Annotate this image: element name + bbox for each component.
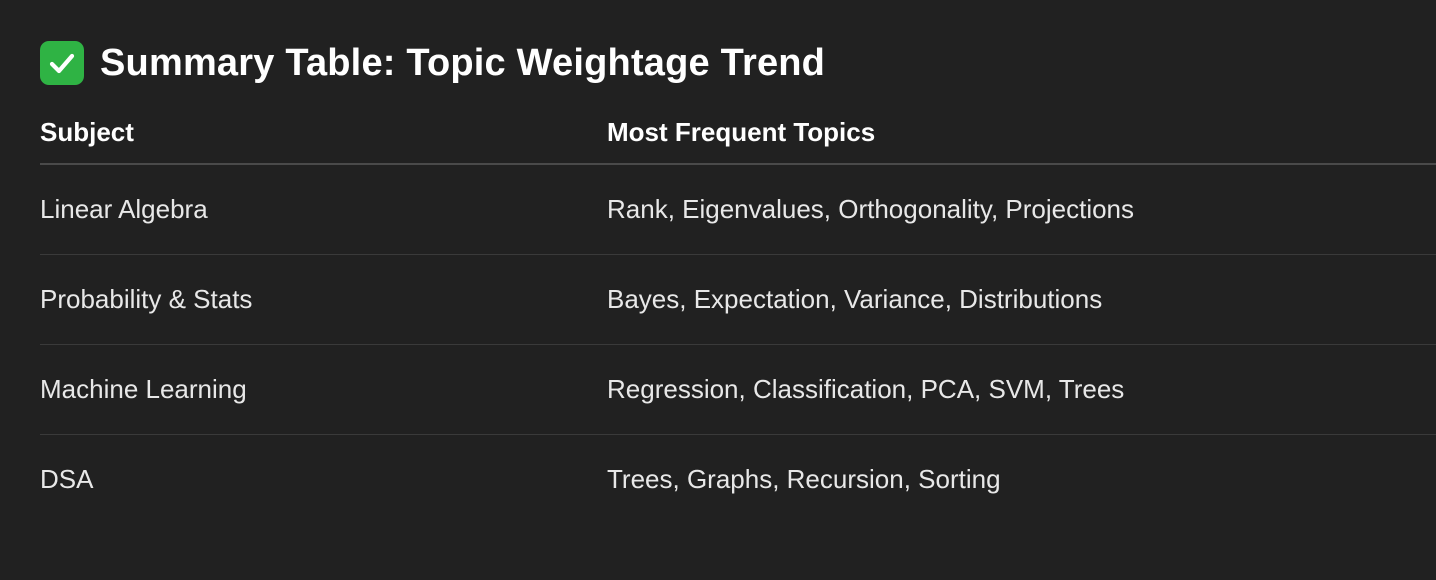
table-row: Linear Algebra Rank, Eigenvalues, Orthog… — [40, 165, 1436, 255]
heading-title: Summary Table: Topic Weightage Trend — [100, 41, 826, 84]
subject-cell: DSA — [40, 464, 94, 494]
subject-cell: Machine Learning — [40, 374, 247, 404]
table-row: Machine Learning Regression, Classificat… — [40, 345, 1436, 435]
topics-cell: Trees, Graphs, Recursion, Sorting — [607, 464, 1001, 494]
column-header-topics: Most Frequent Topics — [607, 116, 876, 147]
table-row: DSA Trees, Graphs, Recursion, Sorting — [40, 435, 1436, 524]
table-header-row: Subject Most Frequent Topics — [40, 101, 1436, 165]
subject-cell: Linear Algebra — [40, 194, 208, 224]
summary-table: Subject Most Frequent Topics Linear Alge… — [40, 101, 1436, 524]
check-mark-button-icon — [40, 41, 84, 85]
table-row: Probability & Stats Bayes, Expectation, … — [40, 255, 1436, 345]
topics-cell: Bayes, Expectation, Variance, Distributi… — [607, 284, 1103, 314]
column-header-subject: Subject — [40, 116, 134, 147]
message-content: Summary Table: Topic Weightage Trend Sub… — [40, 0, 1436, 524]
topics-cell: Rank, Eigenvalues, Orthogonality, Projec… — [607, 194, 1135, 224]
subject-cell: Probability & Stats — [40, 284, 253, 314]
topics-cell: Regression, Classification, PCA, SVM, Tr… — [607, 374, 1125, 404]
section-heading: Summary Table: Topic Weightage Trend — [40, 33, 1436, 93]
